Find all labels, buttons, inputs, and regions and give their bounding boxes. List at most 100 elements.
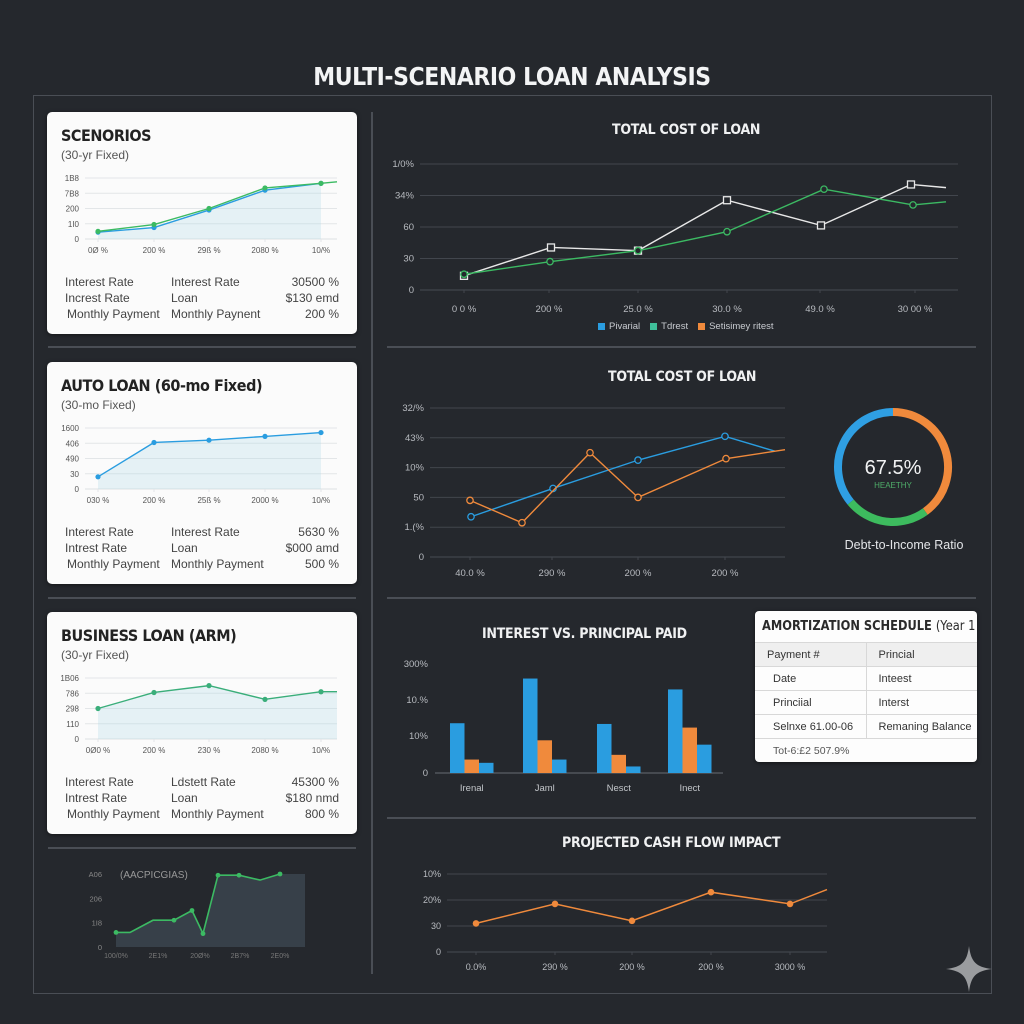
data-point [95, 474, 101, 480]
card-subtitle: (30-yr Fixed) [61, 148, 130, 162]
legend-item: Setisimey ritest [698, 321, 774, 332]
data-point [460, 270, 468, 279]
y-tick-label: 32/% [402, 403, 424, 414]
scenario-card-30yr[interactable]: SCENORIOS (30-yr Fixed) 0 1I0 200 7B8 1B8 0Ø … [47, 112, 357, 334]
table-row[interactable]: Date Inteest [755, 666, 977, 691]
legend-swatch [650, 322, 658, 330]
table-row[interactable]: Selnxe 61.00-06 Remaning Balance [755, 714, 977, 739]
left-divider-3 [48, 847, 356, 849]
data-point [206, 683, 212, 689]
scenario-chart-30yr: 0 1I0 200 7B8 1B8 0Ø % 200 % 29ß % 2080 % 10/% [65, 174, 338, 255]
sparkle-icon [946, 946, 992, 992]
data-point [206, 437, 212, 443]
chart-legend: Pivarial Tdrest Setisimey ritest [598, 321, 774, 332]
y-tick-label: 1B06 [60, 674, 79, 683]
data-point [546, 243, 556, 252]
chart-title-total-cost-2: TOTAL COST OF LOAN [608, 369, 757, 385]
data-point [215, 872, 221, 878]
y-tick-label: 30 [431, 921, 441, 931]
data-point [518, 518, 526, 527]
bar-blue [597, 723, 612, 773]
data-point [466, 496, 474, 505]
x-tick-label: 25ß % [197, 496, 220, 505]
x-tick-label: Inect [679, 783, 700, 794]
data-point [721, 432, 729, 441]
stat-row: Increst Rate Loan $130 emd [65, 291, 339, 305]
table-cell: Tot-6:£2 507.9% [755, 738, 977, 762]
y-tick-label: 1I0 [68, 220, 80, 229]
scenario-card-business-loan[interactable]: BUSINESS LOAN (ARM) (30-yr Fixed) 0 110 29… [47, 612, 357, 834]
mini-chart-title: (AACPICGIAS) [120, 870, 188, 881]
stat-row: Monthly Payment Monthly Paynent 200 % [67, 307, 339, 321]
y-tick-label: 0 [75, 485, 80, 494]
table-header-row: Payment # Princial [755, 642, 977, 667]
data-point [786, 900, 794, 908]
stat-row: Intrest Rate Loan $000 amd [65, 541, 339, 555]
stat-row: Interest Rate Ldstett Rate 45300 % [65, 775, 339, 789]
cash-flow-chart: 0 30 20% 10% 0.0% 290 % 200 % 200 % 3000 % [423, 869, 828, 972]
left-divider-2 [48, 597, 356, 599]
series-line-orange [475, 888, 828, 925]
y-tick-label: 0 [419, 552, 424, 563]
data-point [262, 696, 268, 702]
debt-to-income-gauge: 67.5% HEAETHY [834, 408, 952, 526]
x-tick-label: Jaml [535, 783, 555, 794]
gauge-value: 67.5% [865, 457, 922, 479]
data-point [722, 196, 732, 205]
y-tick-label: 0 [436, 947, 441, 957]
table-row[interactable]: Princiial Interst [755, 690, 977, 715]
data-point [206, 205, 212, 212]
gauge-segment-green [847, 499, 928, 526]
scenario-chart-business-loan: 0 110 298 786 1B06 0Ø0 % 200 % 230 % 2080 % 10/% [60, 674, 337, 755]
x-tick-label: 290 % [539, 568, 566, 579]
bar-blue2 [479, 762, 494, 773]
data-point [909, 201, 917, 209]
chart-title-interest-vs-principal: INTEREST VS. PRINCIPAL PAID [482, 626, 687, 642]
y-tick-label: 1.(% [404, 522, 424, 533]
x-tick-label: 200 % [143, 246, 166, 255]
y-tick-label: A06 [89, 870, 102, 879]
x-tick-label: 2E0% [271, 953, 290, 960]
legend-item: Pivarial [598, 321, 640, 332]
bar-blue2 [697, 744, 712, 773]
data-point [820, 185, 828, 194]
data-point [467, 512, 475, 521]
y-tick-label: 298 [66, 705, 80, 714]
left-divider-1 [48, 346, 356, 348]
bar-blue2 [552, 759, 567, 773]
total-cost-chart-2: 0 1.(% 50 10% 43% 32/% 40.0 % 290 % 200 % 200 % [402, 403, 786, 579]
stat-row: Intrest Rate Loan $180 nmd [65, 791, 339, 805]
x-tick-label: 10/% [312, 496, 330, 505]
y-tick-label: 34% [395, 191, 415, 202]
data-point [707, 888, 715, 896]
area-fill [98, 432, 321, 489]
table-total-row: Tot-6:£2 507.9% [755, 738, 977, 762]
card-subtitle: (30-yr Fixed) [61, 648, 130, 662]
data-point [634, 456, 642, 465]
y-tick-label: 0 [75, 235, 80, 244]
x-tick-label: 2E1% [149, 953, 168, 960]
data-point [906, 180, 916, 189]
y-tick-label: 10% [405, 463, 425, 474]
bar-orange [537, 740, 552, 773]
series-line-green [97, 181, 338, 233]
x-tick-label: 20Ø% [190, 953, 209, 960]
data-point [586, 448, 594, 457]
amortization-schedule-card[interactable]: AMORTIZATION SCHEDULE (Year 1 Payment # P… [755, 611, 977, 762]
data-point [318, 689, 324, 695]
series-line-green [97, 684, 337, 710]
table-cell: Remaning Balance [866, 714, 977, 739]
x-tick-label: 0.0% [466, 962, 487, 972]
y-tick-label: 43% [405, 433, 425, 444]
stat-row: Interest Rate Interest Rate 30500 % [65, 275, 339, 289]
x-tick-label: 10/% [312, 246, 330, 255]
y-tick-label: 30 [403, 254, 414, 265]
y-tick-label: 200 [66, 205, 80, 214]
y-tick-label: 0 [98, 943, 102, 952]
x-tick-label: 200 % [712, 568, 739, 579]
data-point [472, 920, 480, 927]
x-tick-label: Irenal [460, 783, 484, 794]
y-tick-label: 1600 [61, 424, 79, 433]
x-tick-label: 30 00 % [898, 304, 933, 315]
